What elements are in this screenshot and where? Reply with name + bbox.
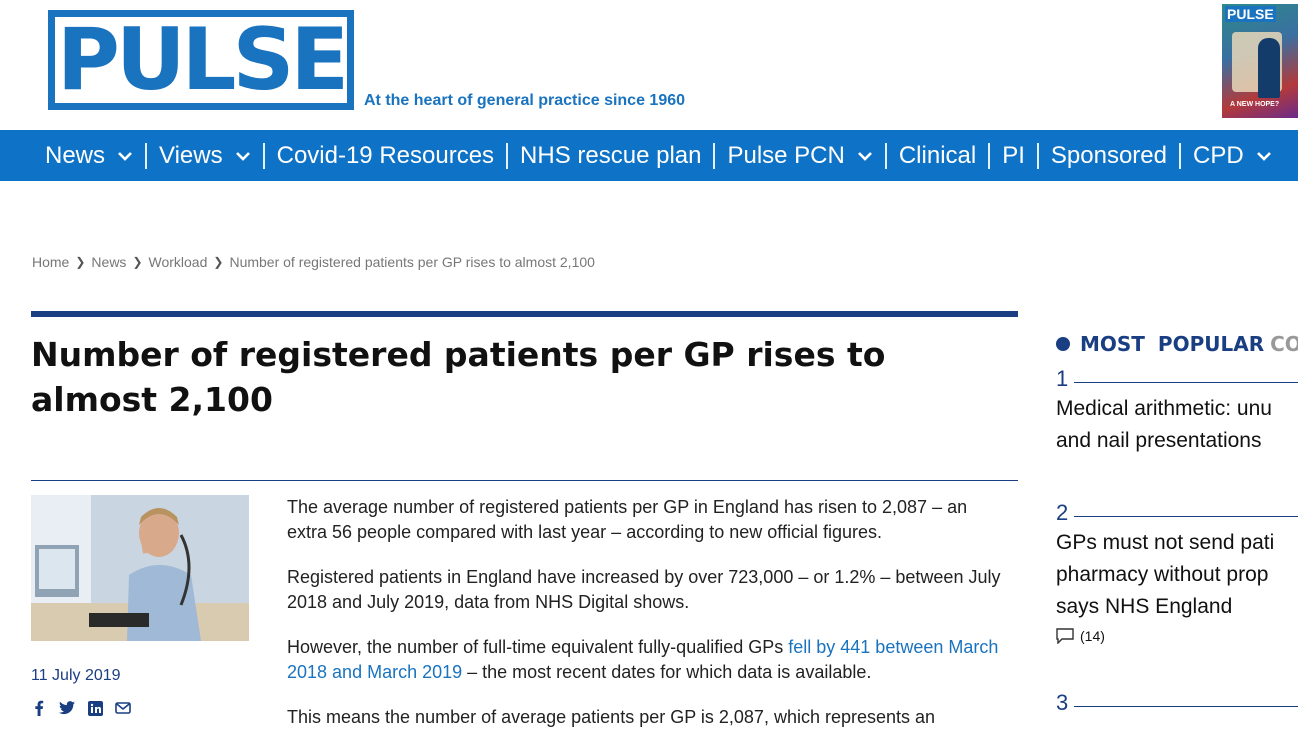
- chevron-down-icon: [118, 151, 132, 161]
- nav-label: Clinical: [898, 141, 977, 169]
- comment-icon: [1056, 628, 1074, 644]
- rank-number: 1: [1056, 366, 1069, 391]
- cover-subtitle: A NEW HOPE?: [1230, 101, 1280, 108]
- popular-item[interactable]: 1 Medical arithmetic: unu and nail prese…: [1056, 366, 1298, 456]
- article-paragraph: The average number of registered patient…: [287, 497, 968, 542]
- nav-label: Covid-19 Resources: [276, 141, 495, 169]
- rank-line: [1074, 705, 1298, 707]
- nav-item-covid[interactable]: Covid-19 Resources: [265, 130, 506, 181]
- paragraph-text: However, the number of full-time equival…: [287, 637, 789, 657]
- linkedin-icon[interactable]: [87, 700, 103, 716]
- title-top-bar: [31, 311, 1018, 317]
- title-divider: [31, 480, 1018, 481]
- email-icon[interactable]: [115, 700, 131, 716]
- nav-item-news[interactable]: News: [0, 130, 145, 181]
- chevron-down-icon: [235, 151, 250, 161]
- popular-headline-line[interactable]: Medical arithmetic: unu: [1056, 397, 1272, 420]
- nav-divider: [884, 142, 887, 169]
- breadcrumb-current: Number of registered patients per GP ris…: [229, 254, 595, 270]
- nav-item-views[interactable]: Views: [147, 130, 263, 181]
- rank-number: 2: [1056, 500, 1069, 525]
- popular-item[interactable]: 3: [1056, 690, 1298, 716]
- rank-number: 3: [1056, 690, 1069, 715]
- breadcrumb-separator-icon: ❯: [132, 255, 143, 269]
- bullet-icon: [1056, 337, 1070, 351]
- chevron-down-icon: [857, 151, 872, 161]
- rank-line: [1074, 381, 1298, 383]
- comment-count-text: (14): [1080, 628, 1105, 644]
- logo-text: PULSE: [55, 10, 349, 110]
- nav-label: Views: [159, 141, 223, 169]
- article-paragraph: However, the number of full-time equival…: [287, 635, 1007, 685]
- article-photo: [31, 495, 249, 641]
- nav-divider: [1178, 142, 1181, 169]
- chevron-down-icon: [1256, 151, 1271, 161]
- heading-word[interactable]: CO: [1270, 332, 1298, 356]
- tagline: At the heart of general practice since 1…: [364, 92, 686, 109]
- popular-headline-line[interactable]: GPs must not send pati: [1056, 531, 1275, 554]
- nav-label: Sponsored: [1050, 141, 1167, 169]
- gp-numbers-link[interactable]: fell by 441 between March 2018 and March…: [287, 637, 999, 682]
- nav-item-nhs-rescue-plan[interactable]: NHS rescue plan: [508, 130, 713, 181]
- popular-rank: 3: [1056, 690, 1298, 716]
- main-nav: News Views Covid-19 Resources NHS rescue…: [0, 130, 1298, 181]
- publish-date: 11 July 2019: [31, 667, 121, 684]
- article-paragraph: Registered patients in England have incr…: [287, 567, 1001, 612]
- article-title: Number of registered patients per GP ris…: [31, 335, 886, 419]
- popular-item[interactable]: 2 GPs must not send pati pharmacy withou…: [1056, 500, 1298, 644]
- nav-divider: [262, 142, 265, 169]
- rank-line: [1074, 515, 1298, 517]
- nav-divider: [713, 142, 716, 169]
- photo-illustration: [31, 495, 249, 641]
- nav-label: NHS rescue plan: [520, 141, 702, 169]
- breadcrumb-workload[interactable]: Workload: [148, 254, 208, 270]
- nav-item-cpd[interactable]: CPD: [1181, 130, 1284, 181]
- popular-rank: 2: [1056, 500, 1298, 526]
- site-header: PULSE At the heart of general practice s…: [0, 0, 1298, 130]
- breadcrumb-news[interactable]: News: [91, 254, 127, 270]
- nav-label: Pulse PCN: [727, 141, 845, 169]
- breadcrumb-separator-icon: ❯: [75, 255, 86, 269]
- pulse-logo[interactable]: PULSE: [48, 10, 354, 110]
- article-body: The average number of registered patient…: [287, 495, 1007, 750]
- nav-label: CPD: [1192, 141, 1244, 169]
- most-popular-heading: MOST POPULAR CO: [1056, 332, 1298, 356]
- nav-item-clinical[interactable]: Clinical: [887, 130, 988, 181]
- popular-headline-line[interactable]: and nail presentations: [1056, 429, 1262, 452]
- nav-divider: [506, 142, 509, 169]
- popular-rank: 1: [1056, 366, 1298, 392]
- breadcrumb-home[interactable]: Home: [32, 254, 70, 270]
- comment-count[interactable]: (14): [1056, 628, 1298, 644]
- nav-label: PI: [1002, 141, 1025, 169]
- popular-headline-line[interactable]: pharmacy without prop: [1056, 563, 1269, 586]
- facebook-icon[interactable]: [31, 700, 47, 716]
- heading-word[interactable]: POPULAR: [1157, 332, 1265, 356]
- most-popular-sidebar: MOST POPULAR CO 1 Medical arithmetic: un…: [1056, 330, 1298, 725]
- magazine-cover[interactable]: PULSE A NEW HOPE?: [1222, 4, 1298, 118]
- nav-divider: [145, 142, 148, 169]
- nav-divider: [988, 142, 991, 169]
- share-bar: [31, 700, 131, 716]
- cover-figure: [1258, 38, 1280, 98]
- nav-item-sponsored[interactable]: Sponsored: [1039, 130, 1179, 181]
- nav-divider: [1036, 142, 1039, 169]
- article-paragraph: This means the number of average patient…: [287, 707, 936, 727]
- heading-word: MOST: [1080, 332, 1145, 356]
- twitter-icon[interactable]: [59, 700, 75, 716]
- nav-item-pi[interactable]: PI: [990, 130, 1037, 181]
- breadcrumb-separator-icon: ❯: [213, 255, 224, 269]
- paragraph-text: – the most recent dates for which data i…: [462, 662, 872, 682]
- popular-headline-line[interactable]: says NHS England: [1056, 595, 1233, 618]
- breadcrumb: Home ❯ News ❯ Workload ❯ Number of regis…: [32, 254, 595, 270]
- cover-title: PULSE: [1225, 6, 1276, 22]
- nav-item-pulse-pcn[interactable]: Pulse PCN: [715, 130, 884, 181]
- nav-label: News: [45, 141, 106, 169]
